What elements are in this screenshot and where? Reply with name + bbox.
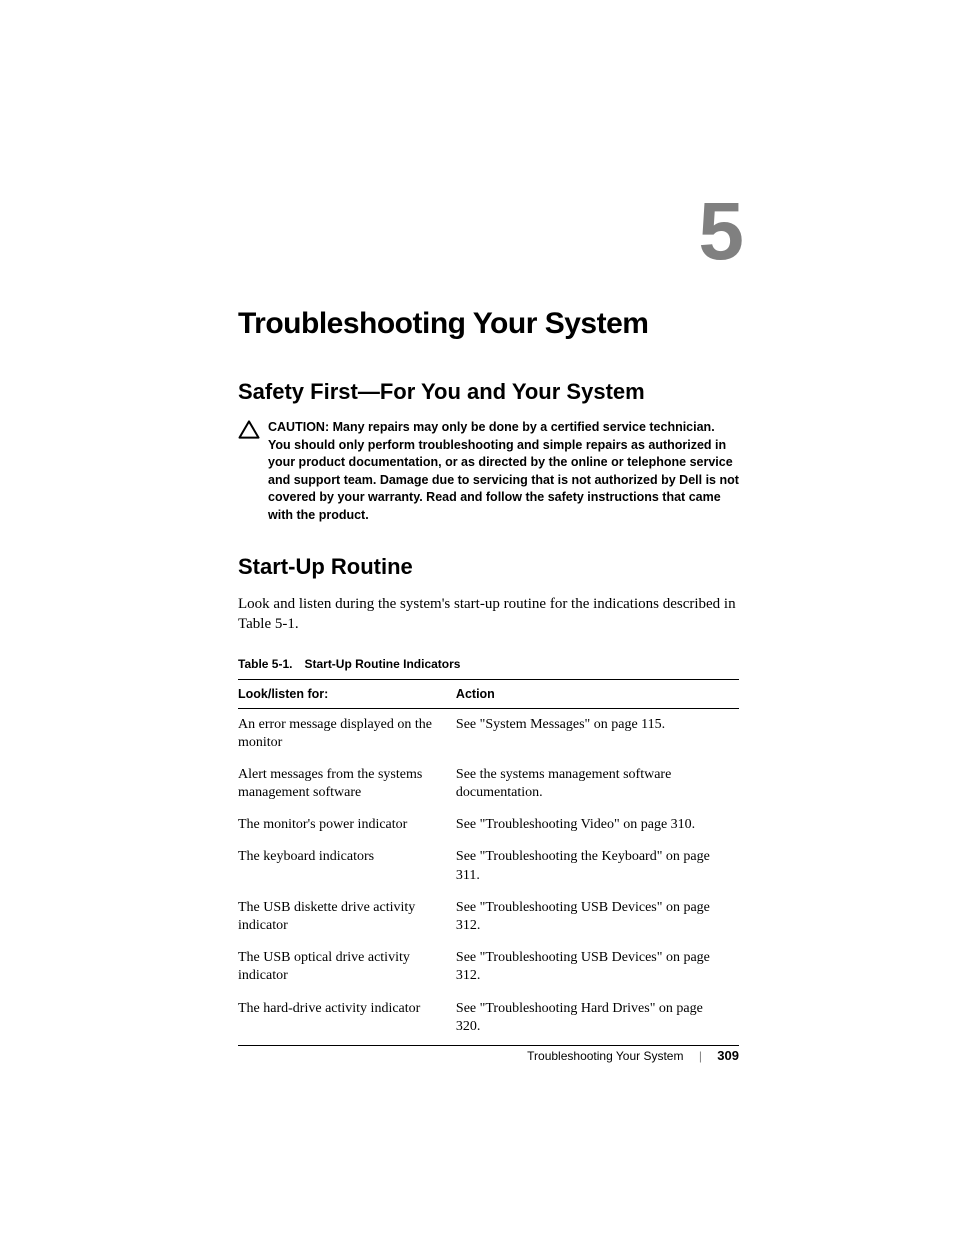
section-startup-title: Start-Up Routine bbox=[238, 554, 739, 580]
table-header-row: Look/listen for: Action bbox=[238, 679, 739, 708]
table-body: An error message displayed on the monito… bbox=[238, 708, 739, 1045]
caution-block: CAUTION: Many repairs may only be done b… bbox=[238, 419, 739, 524]
indicators-table: Look/listen for: Action An error message… bbox=[238, 679, 739, 1046]
table-cell-action: See "Troubleshooting Hard Drives" on pag… bbox=[456, 993, 739, 1046]
caution-triangle-icon bbox=[238, 420, 264, 444]
document-page: 5 Troubleshooting Your System Safety Fir… bbox=[0, 0, 954, 1046]
table-cell-look: The keyboard indicators bbox=[238, 841, 456, 891]
table-row: The keyboard indicators See "Troubleshoo… bbox=[238, 841, 739, 891]
table-caption: Table 5-1. Start-Up Routine Indicators bbox=[238, 657, 739, 671]
footer-page-number: 309 bbox=[717, 1048, 739, 1063]
caution-body: Many repairs may only be done by a certi… bbox=[268, 420, 739, 522]
table-row: The USB diskette drive activity indicato… bbox=[238, 892, 739, 942]
table-caption-title: Start-Up Routine Indicators bbox=[304, 657, 460, 671]
table-row: An error message displayed on the monito… bbox=[238, 708, 739, 759]
table-cell-action: See "System Messages" on page 115. bbox=[456, 708, 739, 759]
table-cell-look: An error message displayed on the monito… bbox=[238, 708, 456, 759]
page-footer: Troubleshooting Your System | 309 bbox=[527, 1048, 739, 1063]
table-cell-action: See "Troubleshooting USB Devices" on pag… bbox=[456, 892, 739, 942]
table-cell-look: The USB diskette drive activity indicato… bbox=[238, 892, 456, 942]
chapter-title: Troubleshooting Your System bbox=[238, 307, 739, 341]
startup-intro-text: Look and listen during the system's star… bbox=[238, 594, 739, 635]
caution-label: CAUTION: bbox=[268, 420, 333, 434]
footer-separator: | bbox=[699, 1049, 702, 1063]
table-row: Alert messages from the systems manageme… bbox=[238, 759, 739, 809]
footer-section-name: Troubleshooting Your System bbox=[527, 1049, 683, 1063]
table-cell-look: The hard-drive activity indicator bbox=[238, 993, 456, 1046]
table-cell-look: The USB optical drive activity indicator bbox=[238, 942, 456, 992]
table-cell-look: Alert messages from the systems manageme… bbox=[238, 759, 456, 809]
table-header-action: Action bbox=[456, 679, 739, 708]
table-cell-action: See "Troubleshooting Video" on page 310. bbox=[456, 809, 739, 841]
table-header-look: Look/listen for: bbox=[238, 679, 456, 708]
section-safety-title: Safety First—For You and Your System bbox=[238, 379, 739, 405]
chapter-number: 5 bbox=[238, 185, 741, 279]
table-row: The USB optical drive activity indicator… bbox=[238, 942, 739, 992]
table-cell-action: See the systems management software docu… bbox=[456, 759, 739, 809]
table-cell-action: See "Troubleshooting USB Devices" on pag… bbox=[456, 942, 739, 992]
table-cell-look: The monitor's power indicator bbox=[238, 809, 456, 841]
table-caption-label: Table 5-1. bbox=[238, 657, 292, 671]
table-cell-action: See "Troubleshooting the Keyboard" on pa… bbox=[456, 841, 739, 891]
table-row: The monitor's power indicator See "Troub… bbox=[238, 809, 739, 841]
caution-text: CAUTION: Many repairs may only be done b… bbox=[264, 419, 739, 524]
table-row: The hard-drive activity indicator See "T… bbox=[238, 993, 739, 1046]
